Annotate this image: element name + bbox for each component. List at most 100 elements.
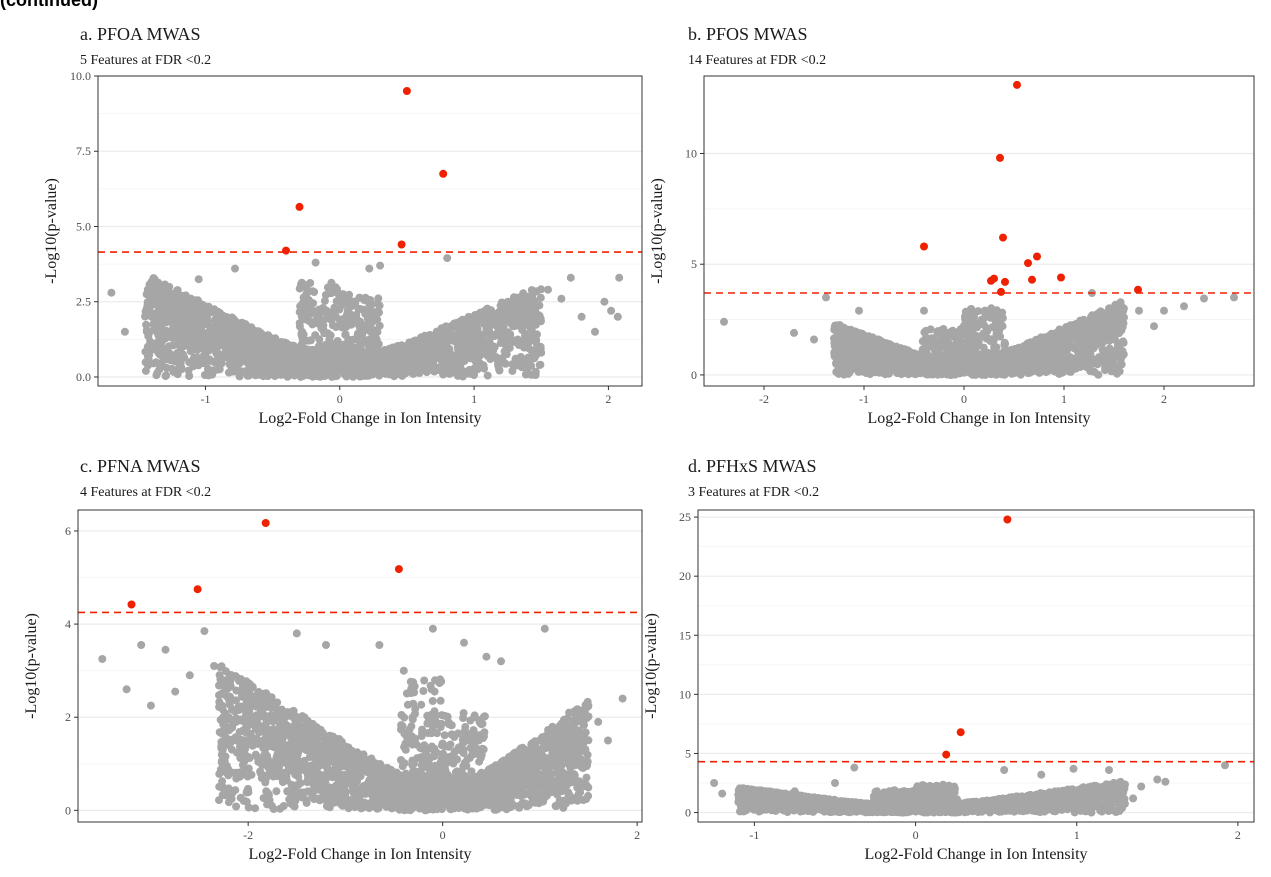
point-nonsig: [347, 349, 356, 358]
point-nonsig: [1086, 349, 1095, 358]
point-significant: [439, 169, 448, 178]
point-nonsig: [1092, 318, 1101, 327]
point-nonsig: [834, 368, 842, 377]
point-nonsig: [363, 336, 372, 345]
point-nonsig: [591, 327, 599, 336]
point-nonsig: [418, 344, 427, 353]
point-nonsig: [870, 359, 879, 368]
point-nonsig: [301, 309, 310, 318]
point-nonsig: [347, 358, 356, 367]
point-nonsig: [500, 347, 509, 356]
point-nonsig: [615, 273, 624, 282]
point-nonsig: [175, 357, 184, 366]
point-nonsig: [1107, 349, 1116, 358]
point-nonsig: [866, 370, 875, 379]
point-nonsig: [266, 357, 275, 366]
point-nonsig: [420, 335, 429, 344]
point-nonsig: [185, 372, 194, 380]
point-nonsig: [141, 312, 150, 321]
point-nonsig: [296, 346, 305, 355]
point-nonsig: [191, 296, 200, 305]
point-nonsig: [270, 365, 279, 374]
point-nonsig: [107, 288, 116, 297]
point-nonsig: [454, 348, 463, 357]
point-nonsig: [206, 366, 215, 375]
point-nonsig: [566, 273, 575, 282]
point-nonsig: [323, 310, 332, 319]
point-nonsig: [1119, 337, 1128, 346]
point-nonsig: [544, 285, 552, 294]
point-nonsig: [307, 362, 316, 370]
continued-label: (continued): [0, 0, 98, 10]
point-nonsig: [215, 308, 224, 317]
point-nonsig: [327, 278, 336, 287]
point-nonsig: [866, 339, 875, 348]
point-nonsig: [483, 351, 492, 360]
point-nonsig: [466, 354, 475, 363]
point-nonsig: [343, 310, 352, 318]
point-nonsig: [1066, 367, 1075, 376]
point-nonsig: [1054, 347, 1063, 356]
point-nonsig: [510, 318, 519, 327]
y-tick-label: 10.0: [70, 69, 91, 83]
point-nonsig: [192, 310, 200, 319]
point-nonsig: [494, 362, 503, 370]
points-bulk: [830, 298, 1128, 379]
point-nonsig: [527, 361, 536, 370]
point-nonsig: [162, 315, 171, 324]
point-nonsig: [213, 352, 222, 361]
point-nonsig: [342, 322, 351, 331]
point-nonsig: [557, 294, 566, 303]
point-nonsig: [360, 348, 369, 357]
point-nonsig: [425, 365, 434, 374]
point-nonsig: [295, 319, 304, 328]
point-nonsig: [877, 361, 886, 370]
y-tick-label: 0.0: [76, 370, 91, 384]
point-nonsig: [328, 347, 336, 355]
point-nonsig: [399, 366, 408, 374]
point-nonsig: [216, 359, 225, 368]
point-nonsig: [166, 356, 175, 365]
point-nonsig: [188, 320, 196, 329]
point-nonsig: [1034, 340, 1043, 349]
point-nonsig: [153, 323, 162, 332]
point-nonsig: [527, 286, 536, 295]
point-nonsig: [185, 358, 194, 367]
panel-title: b. PFOS MWAS: [688, 24, 808, 44]
point-nonsig: [1032, 364, 1041, 373]
point-nonsig: [393, 370, 401, 379]
point-nonsig: [365, 296, 373, 304]
point-nonsig: [371, 340, 380, 349]
point-nonsig: [141, 358, 150, 367]
point-nonsig: [161, 372, 170, 380]
point-nonsig: [227, 356, 236, 365]
point-nonsig: [155, 350, 164, 358]
point-nonsig: [393, 352, 402, 360]
point-nonsig: [439, 325, 448, 334]
point-nonsig: [153, 368, 162, 377]
point-nonsig: [193, 357, 202, 366]
point-nonsig: [441, 336, 450, 345]
point-nonsig: [613, 312, 622, 321]
point-nonsig: [1119, 350, 1128, 359]
x-axis-label: Log2-Fold Change in Ion Intensity: [258, 410, 481, 427]
point-nonsig: [229, 315, 238, 324]
point-nonsig: [310, 288, 319, 296]
point-nonsig: [295, 369, 304, 377]
point-nonsig: [513, 335, 522, 344]
x-tick-label: -1: [200, 392, 210, 406]
point-nonsig: [523, 319, 531, 328]
point-nonsig: [357, 357, 366, 366]
point-nonsig: [386, 365, 395, 374]
point-nonsig: [858, 360, 867, 369]
point-nonsig: [304, 296, 313, 305]
point-nonsig: [156, 298, 165, 307]
point-nonsig: [211, 334, 220, 343]
point-nonsig: [314, 367, 323, 375]
point-nonsig: [231, 264, 239, 273]
point-nonsig: [141, 366, 150, 375]
point-nonsig: [856, 344, 865, 353]
point-significant: [397, 240, 406, 249]
point-nonsig: [251, 341, 260, 350]
